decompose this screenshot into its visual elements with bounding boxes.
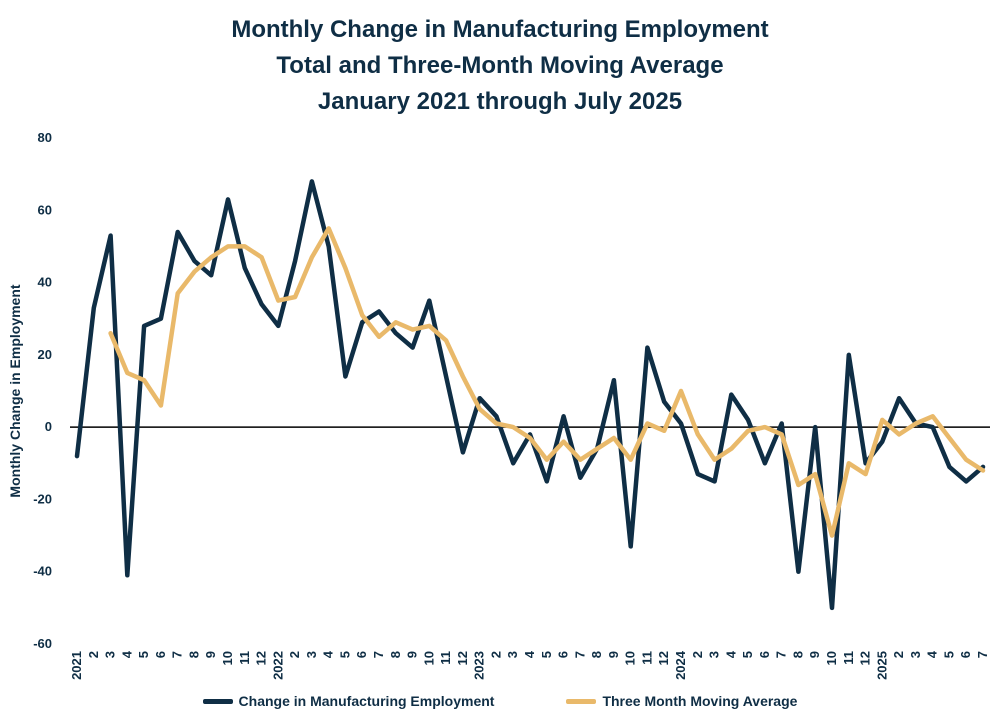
x-tick-label: 2 (690, 651, 705, 658)
x-tick-label: 9 (606, 651, 621, 658)
x-tick-label: 3 (304, 651, 319, 658)
legend-item-total: Change in Manufacturing Employment (202, 693, 495, 709)
legend-label-average: Three Month Moving Average (602, 693, 798, 709)
y-tick-label: -20 (33, 491, 52, 506)
chart-title-line-3: January 2021 through July 2025 (317, 88, 683, 115)
x-tick-label: 6 (757, 651, 772, 658)
series-line-total (74, 179, 986, 611)
x-tick-label: 4 (522, 650, 537, 658)
y-tick-label: 60 (38, 202, 52, 217)
chart-title-line-2: Total and Three-Month Moving Average (276, 52, 724, 79)
y-tick-label: -40 (33, 564, 52, 579)
x-tick-label: 11 (841, 651, 856, 665)
y-tick-label: -60 (33, 636, 52, 651)
y-axis-title: Monthly Change in Employment (7, 284, 23, 497)
x-tick-label: 7 (975, 651, 990, 658)
x-tick-label: 12 (254, 651, 269, 665)
x-tick-label: 12 (656, 651, 671, 665)
chart-title: Monthly Change in Manufacturing Employme… (0, 12, 1000, 120)
x-tick-label: 8 (589, 651, 604, 658)
x-tick-label: 5 (941, 651, 956, 658)
x-tick-label: 3 (103, 651, 118, 658)
x-tick-label: 4 (119, 650, 134, 658)
x-tick-label: 2024 (673, 650, 688, 680)
x-tick-label: 8 (388, 651, 403, 658)
x-tick-label: 2021 (69, 651, 84, 680)
x-tick-label: 9 (807, 651, 822, 658)
x-tick-label: 6 (556, 651, 571, 658)
x-tick-label: 2025 (874, 651, 889, 680)
x-tick-label: 10 (623, 651, 638, 665)
x-tick-label: 6 (958, 651, 973, 658)
series-line-moving-average (108, 226, 986, 538)
x-tick-label: 4 (925, 650, 940, 658)
x-tick-label: 3 (505, 651, 520, 658)
x-tick-label: 12 (858, 651, 873, 665)
x-tick-label: 2022 (270, 651, 285, 680)
y-tick-label: 20 (38, 347, 52, 362)
x-tick-label: 7 (774, 651, 789, 658)
x-tick-label: 10 (421, 651, 436, 665)
legend-swatch-total (202, 698, 233, 704)
y-tick-label: 0 (45, 419, 52, 434)
x-tick-label: 10 (220, 651, 235, 665)
x-tick-label: 11 (237, 651, 252, 665)
x-tick-label: 7 (371, 651, 386, 658)
x-tick-label: 12 (455, 651, 470, 665)
legend-swatch-average (566, 698, 597, 704)
x-tick-label: 9 (405, 651, 420, 658)
x-tick-label: 8 (186, 651, 201, 658)
x-tick-label: 5 (337, 651, 352, 658)
x-tick-label: 4 (321, 650, 336, 658)
x-tick-label: 2 (891, 651, 906, 658)
x-tick-label: 11 (438, 651, 453, 665)
x-tick-label: 4 (723, 650, 738, 658)
x-tick-label: 7 (572, 651, 587, 658)
x-tick-label: 2023 (472, 651, 487, 680)
y-tick-label: 40 (38, 275, 52, 290)
x-tick-label: 9 (203, 651, 218, 658)
legend: Change in Manufacturing Employment Three… (0, 688, 1000, 714)
x-tick-label: 5 (740, 651, 755, 658)
x-tick-label: 5 (136, 651, 151, 658)
x-tick-label: 2 (488, 651, 503, 658)
y-tick-label: 80 (38, 130, 52, 145)
chart-title-line-1: Monthly Change in Manufacturing Employme… (231, 16, 769, 43)
x-tick-label: 10 (824, 651, 839, 665)
x-tick-label: 5 (539, 651, 554, 658)
legend-item-average: Three Month Moving Average (566, 693, 797, 709)
x-tick-label: 6 (153, 651, 168, 658)
x-tick-label: 3 (908, 651, 923, 658)
x-tick-label: 6 (354, 651, 369, 658)
x-tick-label: 3 (707, 651, 722, 658)
line-chart: Monthly Change in Employment 80 60 40 20 0 -2… (7, 130, 990, 680)
x-tick-label: 7 (170, 651, 185, 658)
y-axis-ticks: 80 60 40 20 0 -20 -40 -60 (33, 130, 52, 651)
x-tick-label: 8 (790, 651, 805, 658)
x-tick-label: 2 (287, 651, 302, 658)
legend-label-total: Change in Manufacturing Employment (238, 693, 495, 709)
x-axis-ticks: 2021 2 3 4 5 6 7 8 9 10 11 12 2022 2 3 4 5 6 7 8 9 10 11 12 2023… (69, 650, 990, 680)
x-tick-label: 2 (86, 651, 101, 658)
x-tick-label: 11 (639, 651, 654, 665)
series-group (74, 179, 986, 611)
